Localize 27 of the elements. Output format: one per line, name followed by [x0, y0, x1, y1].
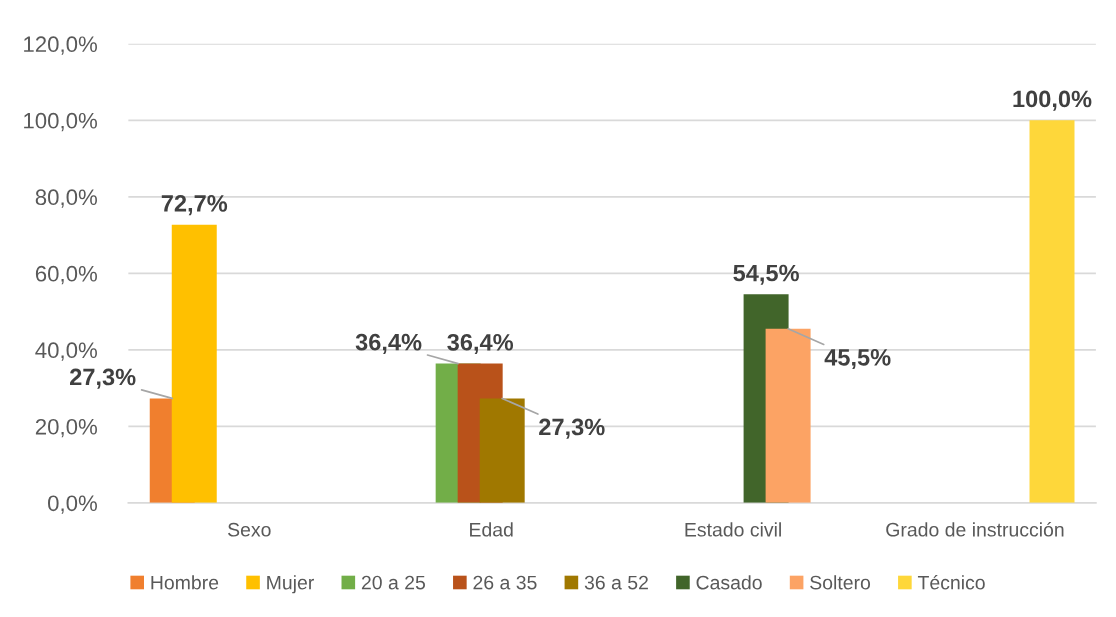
legend-label: Mujer	[267, 575, 314, 594]
data-label: 27,3%	[539, 418, 605, 439]
legend-label: Casado	[696, 575, 762, 590]
y-tick-label: 100,0%	[24, 112, 97, 132]
y-tick-label: 20,0%	[35, 418, 97, 438]
legend-label: Hombre	[151, 575, 219, 590]
x-tick-label: Grado de instrucción	[886, 522, 1064, 537]
data-label: 100,0%	[1013, 90, 1092, 111]
y-tick-label: 40,0%	[35, 342, 97, 361]
legend-label: 36 a 52	[584, 575, 648, 590]
y-tick-label: 120,0%	[24, 36, 97, 55]
x-tick-label: Sexo	[228, 522, 271, 537]
data-label: 72,7%	[161, 195, 228, 216]
legend-label: 20 a 25	[361, 575, 426, 590]
legend-label: 26 a 35	[473, 575, 537, 590]
data-label: 45,5%	[824, 349, 891, 370]
y-tick-label: 80,0%	[35, 189, 97, 208]
x-tick-label: Estado civil	[685, 522, 781, 537]
data-label: 36,4%	[447, 333, 514, 355]
data-label: 54,5%	[733, 264, 799, 285]
data-label: 27,3%	[70, 368, 136, 389]
x-tick-label: Edad	[470, 522, 513, 537]
y-tick-label: 0,0%	[48, 495, 97, 514]
y-tick-label: 60,0%	[35, 265, 97, 285]
legend-label: Técnico	[917, 574, 985, 590]
data-label: 36,4%	[355, 333, 422, 354]
legend-label: Soltero	[810, 575, 871, 590]
